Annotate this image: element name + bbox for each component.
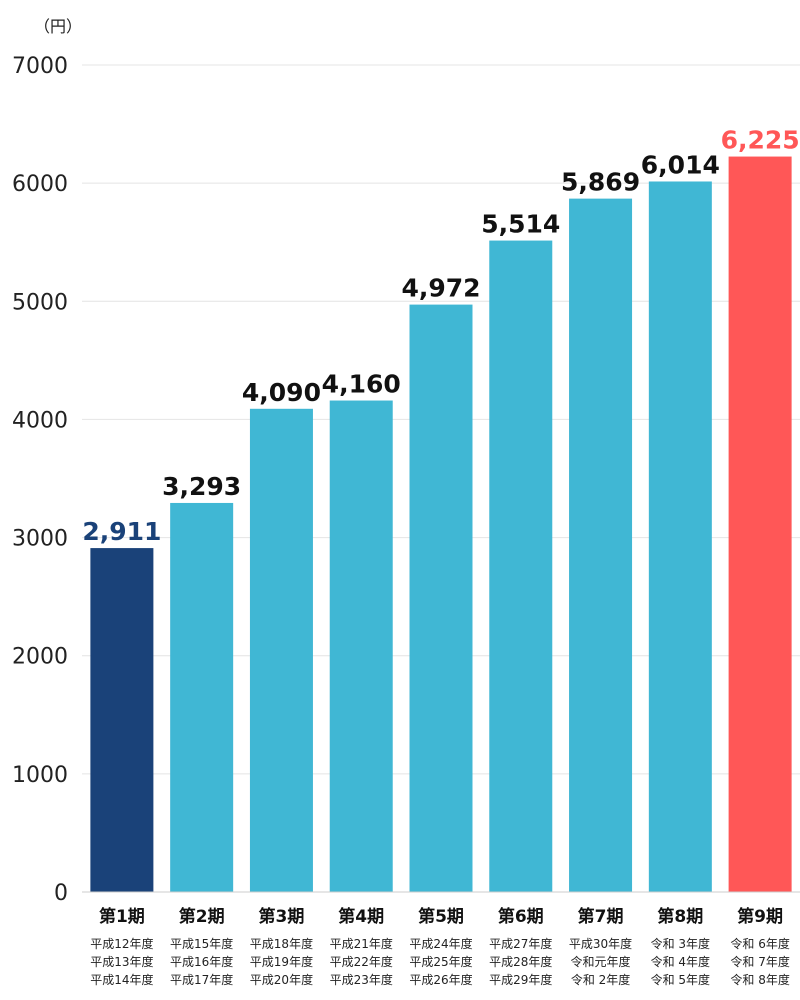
y-axis-ticks: 0 1000 2000 3000 4000 5000 6000 7000 xyxy=(12,54,68,906)
period-label: 平成23年度 xyxy=(330,972,393,987)
category-label-1: 第1期 xyxy=(99,906,145,927)
y-axis-unit-label: （円） xyxy=(34,17,82,36)
period-label: 令和 3年度 xyxy=(651,936,710,951)
category-label-7: 第7期 xyxy=(578,906,624,927)
bar-9 xyxy=(728,156,792,892)
value-label-6: 5,514 xyxy=(481,210,560,239)
y-tick-label: 3000 xyxy=(12,527,68,552)
value-label-4: 4,160 xyxy=(322,370,401,399)
y-tick-label: 4000 xyxy=(12,408,68,433)
bar-7 xyxy=(569,198,633,892)
category-label-9: 第9期 xyxy=(737,906,783,927)
period-label: 平成12年度 xyxy=(90,936,153,951)
period-label: 平成15年度 xyxy=(170,936,233,951)
period-label: 令和 5年度 xyxy=(651,972,710,987)
period-label: 平成14年度 xyxy=(90,972,153,987)
y-tick-label: 0 xyxy=(54,881,68,906)
period-label: 平成30年度 xyxy=(569,936,632,951)
bar-8 xyxy=(648,181,712,892)
category-label-4: 第4期 xyxy=(338,906,384,927)
period-label: 平成22年度 xyxy=(330,954,393,969)
y-tick-label: 2000 xyxy=(12,645,68,670)
period-label: 令和 6年度 xyxy=(730,936,789,951)
y-tick-label: 5000 xyxy=(12,290,68,315)
period-label: 令和 7年度 xyxy=(730,954,789,969)
period-label: 平成19年度 xyxy=(250,954,313,969)
period-label: 令和 4年度 xyxy=(651,954,710,969)
period-label: 平成27年度 xyxy=(489,936,552,951)
value-label-9: 6,225 xyxy=(721,126,800,155)
bar-3 xyxy=(249,408,313,892)
period-label: 平成28年度 xyxy=(489,954,552,969)
period-label: 平成25年度 xyxy=(409,954,472,969)
period-label: 平成24年度 xyxy=(409,936,472,951)
category-label-5: 第5期 xyxy=(418,906,464,927)
bar-4 xyxy=(329,400,393,892)
period-label: 平成16年度 xyxy=(170,954,233,969)
value-label-7: 5,869 xyxy=(561,168,640,197)
y-tick-label: 6000 xyxy=(12,172,68,197)
bar-6 xyxy=(489,240,553,892)
period-label: 令和 8年度 xyxy=(730,972,789,987)
y-tick-label: 1000 xyxy=(12,763,68,788)
period-label: 平成21年度 xyxy=(330,936,393,951)
category-label-8: 第8期 xyxy=(657,906,703,927)
value-label-2: 3,293 xyxy=(162,472,241,501)
y-tick-label: 7000 xyxy=(12,54,68,79)
period-label: 平成17年度 xyxy=(170,972,233,987)
bars xyxy=(90,156,792,892)
category-label-2: 第2期 xyxy=(179,906,225,927)
value-label-8: 6,014 xyxy=(641,150,720,179)
bar-1 xyxy=(90,548,154,892)
period-label: 令和 2年度 xyxy=(571,972,630,987)
value-label-1: 2,911 xyxy=(82,517,161,546)
period-label: 平成13年度 xyxy=(90,954,153,969)
period-label: 平成18年度 xyxy=(250,936,313,951)
category-label-3: 第3期 xyxy=(259,906,305,927)
period-label: 平成20年度 xyxy=(250,972,313,987)
period-label: 令和元年度 xyxy=(571,954,631,969)
value-label-3: 4,090 xyxy=(242,378,321,407)
bar-5 xyxy=(409,304,473,892)
bar-2 xyxy=(170,502,234,892)
period-label: 平成29年度 xyxy=(489,972,552,987)
category-label-6: 第6期 xyxy=(498,906,544,927)
value-label-5: 4,972 xyxy=(401,274,480,303)
period-label: 平成26年度 xyxy=(409,972,472,987)
